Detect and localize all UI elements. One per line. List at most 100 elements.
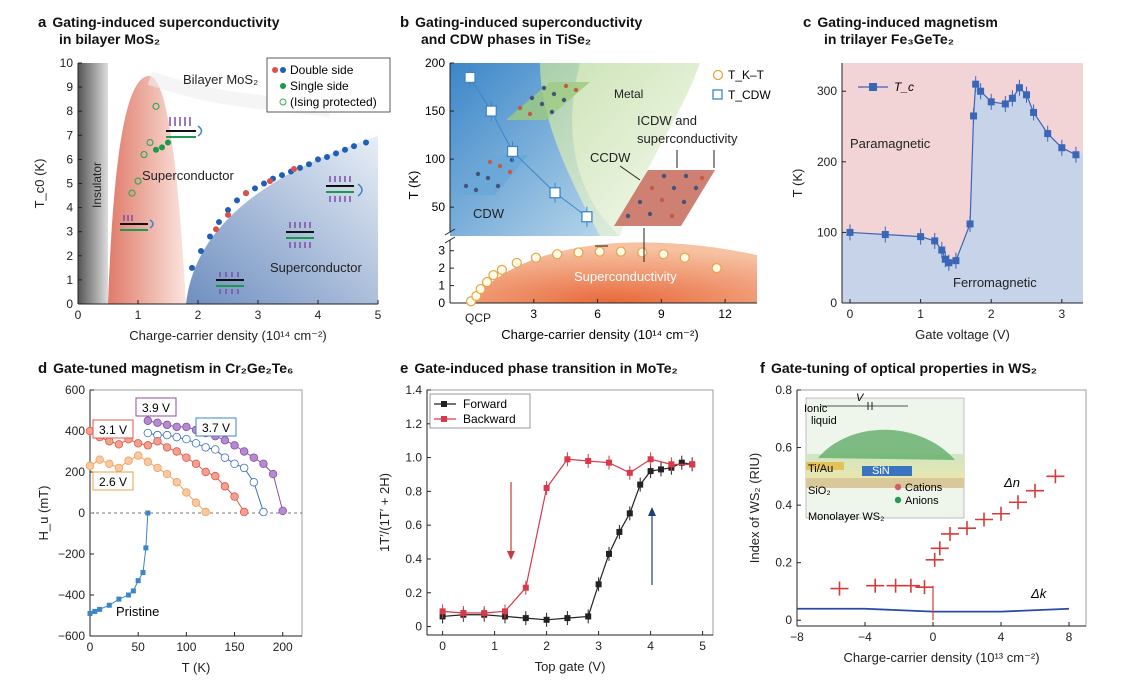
legend-tc: T_c — [894, 80, 914, 94]
panel-a-title: a Gating-induced superconductivity in bila… — [38, 14, 280, 47]
lattice-atom — [529, 95, 535, 101]
svg-text:liquid: liquid — [811, 415, 837, 427]
tc-point — [941, 255, 949, 263]
x-tick-label: 50 — [132, 640, 146, 654]
data-point — [201, 467, 210, 477]
data-point — [616, 528, 623, 535]
lattice-atom — [669, 213, 675, 219]
y-tick-label: 8 — [66, 104, 73, 118]
data-point — [172, 432, 181, 442]
y-tick-label: 1.4 — [405, 383, 422, 397]
panel-b-arrows — [595, 150, 715, 262]
data-point — [637, 481, 644, 488]
y-tick-label: 300 — [817, 84, 837, 98]
data-point — [239, 447, 249, 456]
panel-e-legend: Forward Backward — [429, 393, 531, 429]
data-point — [114, 463, 124, 473]
data-point — [133, 451, 143, 460]
data-point — [239, 507, 249, 517]
material-label: Bilayer MoS₂ — [183, 72, 258, 87]
legend-single-side: Single side — [290, 79, 349, 93]
tkt-point — [615, 246, 627, 257]
data-point — [268, 469, 278, 479]
bilayer-icon-3 — [216, 272, 244, 294]
lattice-diamond-1 — [506, 82, 590, 120]
data-point — [306, 161, 312, 168]
y-tick-label: 3 — [66, 225, 73, 239]
y-tick-label: 0.6 — [405, 518, 422, 532]
ferromagnetic-region — [842, 84, 1083, 303]
data-point — [564, 456, 571, 463]
data-point — [606, 459, 612, 466]
data-point — [124, 456, 133, 465]
x-axis-label: Charge-carrier density (10¹⁴ cm⁻²) — [501, 327, 698, 342]
data-point — [234, 197, 240, 204]
data-point — [564, 615, 571, 622]
data-point — [216, 219, 222, 226]
data-point — [249, 453, 259, 462]
data-point — [333, 150, 339, 157]
tkt-point — [475, 283, 486, 295]
x-tick-label: 0 — [87, 640, 94, 654]
pink-dome — [108, 75, 186, 304]
y-tick-label: 0.8 — [775, 383, 792, 397]
data-point — [220, 453, 230, 462]
tkt-point — [711, 263, 722, 274]
tkt-point — [594, 246, 605, 257]
data-point — [191, 498, 201, 507]
y-tick-label: 3 — [438, 244, 445, 258]
qcp-label: QCP — [465, 311, 491, 325]
tkt-point — [573, 247, 584, 258]
tc-point — [1030, 108, 1038, 116]
y-tick-label: 0.2 — [775, 556, 792, 570]
y-tick-label: −200 — [58, 547, 85, 561]
x-tick-label: 4 — [998, 630, 1005, 644]
data-point — [543, 485, 550, 491]
lattice-diamond-3 — [614, 170, 715, 226]
data-point — [211, 445, 220, 454]
x-tick-label: 3 — [255, 308, 262, 322]
lattice-atom — [683, 173, 689, 179]
data-point — [502, 608, 508, 615]
y-tick-label: 0 — [78, 506, 85, 520]
data-point — [85, 461, 95, 471]
metal-label: Metal — [614, 87, 643, 101]
data-point — [92, 608, 98, 614]
tkt-point — [658, 249, 669, 260]
y-tick-label: 1 — [66, 273, 73, 287]
data-point — [145, 510, 151, 516]
lattice-atom — [561, 97, 567, 103]
ccdw-label: CCDW — [590, 150, 631, 165]
panel-a-legend: Double side Single side (Ising protected… — [266, 57, 391, 113]
lattice-atom — [485, 175, 491, 181]
y-tick-label: −600 — [58, 629, 85, 643]
y-tick-label: 0.4 — [405, 552, 422, 566]
tc-point — [952, 257, 960, 265]
data-point — [182, 488, 191, 497]
data-point — [243, 190, 249, 197]
data-point — [439, 608, 446, 615]
lattice-atom — [563, 83, 569, 89]
panel-a: 0 1 2 3 4 5 0 1 2 3 4 5 6 7 8 9 10 Charge-carrier density… — [32, 56, 391, 343]
x-tick-label: 150 — [225, 640, 245, 654]
x-tick-label: 6 — [594, 307, 601, 321]
data-point — [114, 440, 124, 449]
data-point — [182, 422, 191, 432]
data-point — [297, 164, 303, 171]
tcdw-point — [485, 105, 497, 117]
svg-text:Ti/Au: Ti/Au — [808, 463, 833, 475]
data-point — [658, 466, 664, 473]
data-point — [140, 150, 148, 159]
x-tick-label: 2 — [543, 639, 550, 653]
x-tick-label: −4 — [858, 630, 872, 644]
panel-f: −8 −4 0 4 8 0 0.2 0.4 0.6 0.8 Charge-carrier densi… — [747, 383, 1087, 665]
data-point — [279, 172, 285, 179]
y-tick-label: 0.8 — [405, 484, 422, 498]
data-point — [116, 596, 122, 602]
tkt-point — [679, 252, 690, 263]
data-point — [522, 615, 529, 622]
data-point — [522, 584, 529, 591]
lattice-atom — [487, 159, 493, 165]
data-point — [172, 447, 181, 456]
lattice-atom — [549, 109, 555, 115]
